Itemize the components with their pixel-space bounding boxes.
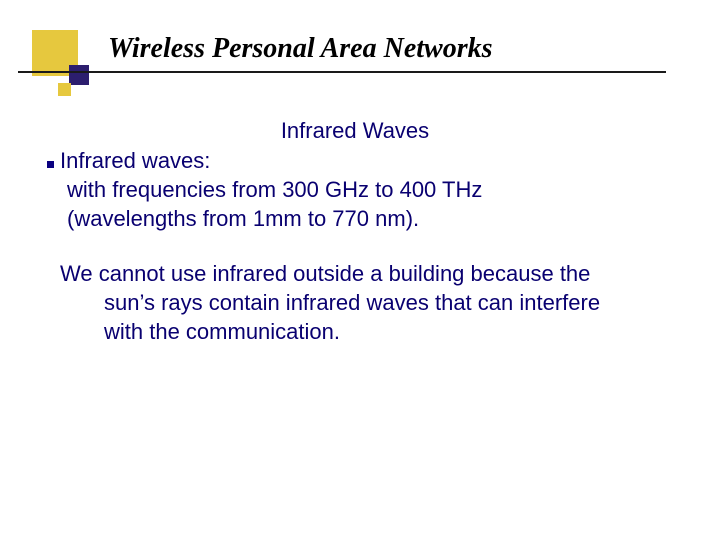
subheading: Infrared Waves [60, 118, 650, 144]
title-underline [18, 71, 666, 73]
bullet-icon [47, 161, 54, 168]
page-title: Wireless Personal Area Networks [108, 33, 493, 65]
paragraph-2-line-3: with the communication. [104, 319, 340, 345]
accent-square-purple [69, 65, 89, 85]
slide-container: Wireless Personal Area Networks Infrared… [0, 0, 720, 540]
paragraph-1-line-1: Infrared waves: [60, 148, 210, 174]
paragraph-1-line-2: with frequencies from 300 GHz to 400 THz [67, 177, 482, 203]
paragraph-2-line-2: sun’s rays contain infrared waves that c… [104, 290, 600, 316]
accent-square-yellow-small [58, 83, 71, 96]
paragraph-2-line-1: We cannot use infrared outside a buildin… [60, 261, 590, 287]
paragraph-1-line-3: (wavelengths from 1mm to 770 nm). [67, 206, 419, 232]
